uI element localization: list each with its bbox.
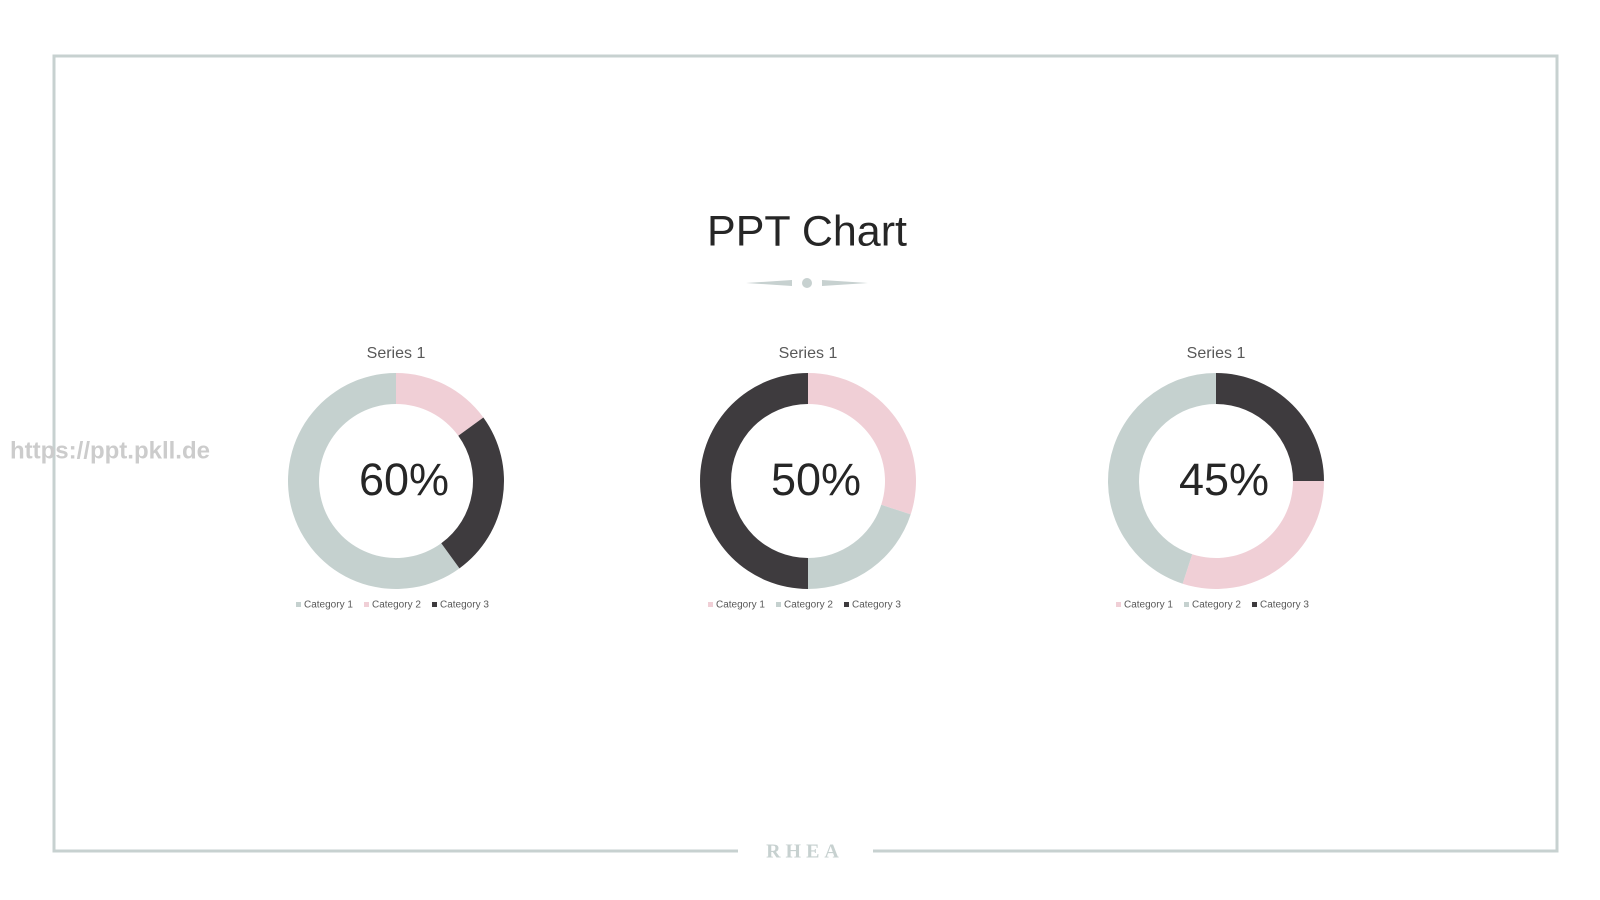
ornament-dot [802, 278, 812, 288]
legend-swatch [708, 602, 713, 607]
legend-swatch [776, 602, 781, 607]
legend-label: Category 1 [304, 600, 353, 611]
donut-slice [287, 372, 460, 589]
slide-title: PPT Chart [707, 207, 907, 255]
legend-swatch [1184, 602, 1189, 607]
legend-swatch [296, 602, 301, 607]
frame [52, 54, 1559, 853]
donut-slice [1216, 373, 1324, 481]
donut-slice [808, 373, 916, 515]
ornament-left [746, 280, 792, 286]
center-label: 45% [1179, 454, 1269, 505]
watermark: https://ppt.pkll.de [10, 437, 210, 464]
ornament-right [822, 280, 868, 286]
donut-slice [441, 417, 504, 569]
legend-label: Category 2 [372, 600, 421, 611]
legend-swatch [364, 602, 369, 607]
legend-swatch [432, 602, 437, 607]
chart-title: Series 1 [367, 345, 426, 362]
legend-label: Category 1 [716, 600, 765, 611]
donut-slice [1108, 373, 1216, 584]
title-ornament [746, 278, 868, 288]
legend-label: Category 3 [440, 600, 489, 611]
legend-swatch [1116, 602, 1121, 607]
donut-slice [700, 373, 808, 589]
donut-slice [808, 504, 911, 589]
legend-label: Category 2 [1192, 600, 1241, 611]
legend-label: Category 3 [1260, 600, 1309, 611]
legend-label: Category 1 [1124, 600, 1173, 611]
legend-swatch [844, 602, 849, 607]
donut-slice [1182, 481, 1324, 589]
center-label: 60% [359, 454, 449, 505]
center-label: 50% [771, 454, 861, 505]
chart-title: Series 1 [1187, 345, 1246, 362]
chart-title: Series 1 [779, 345, 838, 362]
legend-swatch [1252, 602, 1257, 607]
donut-slice [396, 373, 484, 436]
legend-label: Category 3 [852, 600, 901, 611]
legend-label: Category 2 [784, 600, 833, 611]
footer: RHEA [766, 841, 844, 863]
